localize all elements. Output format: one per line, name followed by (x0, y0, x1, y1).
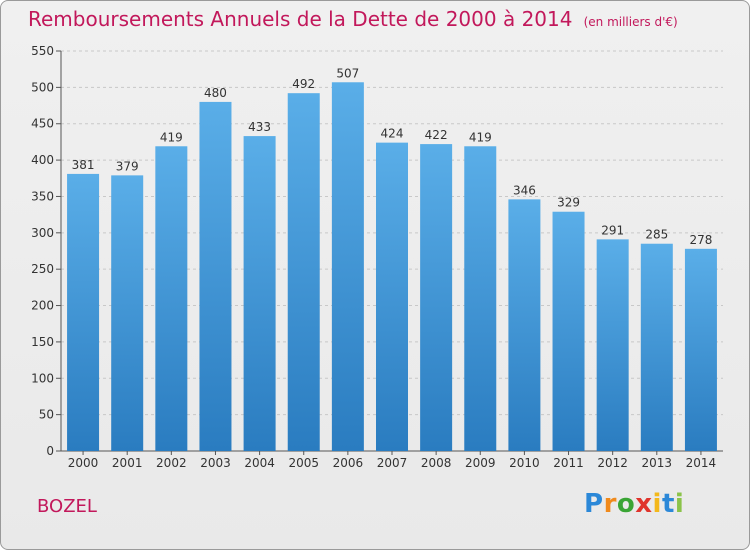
bar (508, 199, 541, 451)
bar (376, 142, 408, 452)
bar (287, 93, 320, 451)
y-tick-label: 500 (31, 80, 54, 94)
data-label: 507 (336, 66, 359, 80)
x-tick-label: 2008 (421, 456, 452, 470)
logo-letter: x (635, 489, 653, 519)
bar (155, 146, 188, 452)
data-label: 480 (204, 86, 227, 100)
data-label: 419 (160, 130, 183, 144)
bar (596, 239, 629, 451)
data-label: 278 (689, 233, 712, 247)
data-label: 291 (601, 223, 624, 237)
x-tick-label: 2014 (686, 456, 717, 470)
bar (243, 136, 276, 451)
bar (684, 248, 717, 451)
commune-name: BOZEL (37, 496, 97, 517)
x-tick-label: 2004 (244, 456, 275, 470)
bar (640, 243, 673, 451)
y-tick-label: 0 (46, 444, 54, 458)
chart-title: Remboursements Annuels de la Dette de 20… (28, 7, 573, 31)
chart-unit-note: (en milliers d'€) (583, 15, 678, 29)
data-label: 433 (248, 120, 271, 134)
y-tick-label: 350 (31, 189, 54, 203)
y-tick-label: 300 (31, 226, 54, 240)
data-label: 285 (645, 228, 668, 242)
proxiti-logo: Proxiti (584, 489, 684, 519)
bar (552, 211, 585, 451)
x-tick-label: 2002 (156, 456, 187, 470)
data-label: 492 (292, 77, 315, 91)
x-tick-label: 2009 (465, 456, 496, 470)
data-label: 419 (469, 130, 492, 144)
y-tick-label: 100 (31, 371, 54, 385)
bar (111, 175, 144, 451)
x-tick-label: 2012 (597, 456, 628, 470)
logo-letter: i (652, 489, 662, 519)
bar (67, 173, 100, 451)
data-label: 379 (116, 159, 139, 173)
y-tick-label: 550 (31, 44, 54, 58)
data-label: 422 (425, 128, 448, 142)
x-tick-label: 2013 (642, 456, 673, 470)
y-tick-label: 450 (31, 117, 54, 131)
bar (464, 146, 497, 452)
logo-letter: r (603, 489, 617, 519)
data-label: 329 (557, 196, 580, 210)
y-tick-label: 50 (39, 408, 54, 422)
x-tick-label: 2003 (200, 456, 231, 470)
x-tick-label: 2006 (333, 456, 364, 470)
x-tick-label: 2007 (377, 456, 408, 470)
title-row: Remboursements Annuels de la Dette de 20… (28, 7, 678, 31)
data-label: 346 (513, 183, 536, 197)
y-tick-label: 200 (31, 299, 54, 313)
logo-letter: i (674, 489, 685, 519)
bar (420, 144, 453, 451)
bar (331, 82, 364, 451)
logo-letter: t (661, 489, 675, 519)
data-label: 381 (72, 158, 95, 172)
x-tick-label: 2001 (112, 456, 143, 470)
x-tick-label: 2005 (288, 456, 319, 470)
x-tick-label: 2000 (68, 456, 99, 470)
logo-letter: o (616, 489, 636, 519)
data-label: 424 (381, 127, 404, 141)
y-tick-label: 150 (31, 335, 54, 349)
logo-letter: P (584, 489, 604, 519)
bar (199, 101, 232, 451)
y-tick-label: 400 (31, 153, 54, 167)
x-tick-label: 2011 (553, 456, 584, 470)
x-tick-label: 2010 (509, 456, 540, 470)
y-tick-label: 250 (31, 262, 54, 276)
